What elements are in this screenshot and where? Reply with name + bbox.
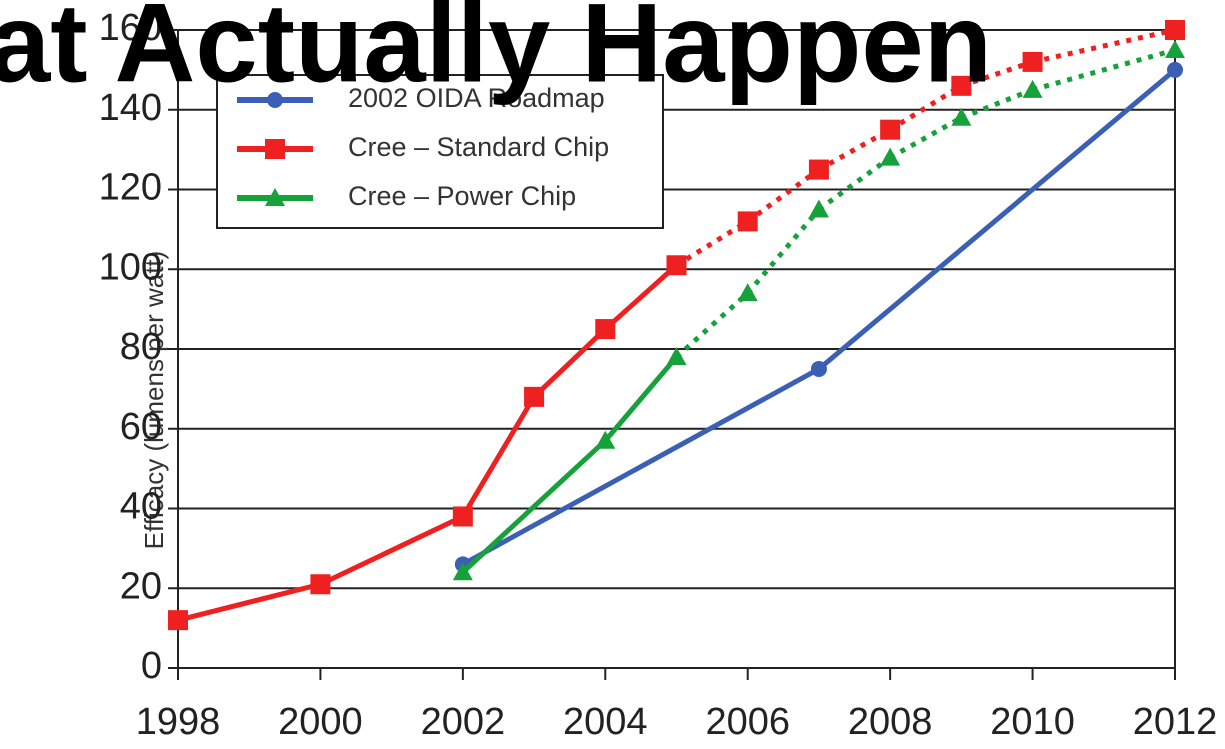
line-segment (534, 329, 605, 397)
x-tick-label: 2006 (705, 701, 790, 743)
x-tick-label: 2010 (990, 701, 1075, 743)
data-point (811, 361, 827, 377)
line-segment (605, 265, 676, 329)
line-segment (1033, 50, 1175, 90)
data-point (1165, 40, 1185, 58)
y-tick-label: 20 (120, 565, 162, 607)
line-segment (463, 397, 534, 517)
line-segment (178, 584, 320, 620)
y-tick-label: 120 (99, 167, 162, 209)
line-segment (1033, 30, 1175, 62)
data-point (809, 160, 829, 180)
legend-label: Cree – Standard Chip (348, 132, 609, 162)
line-segment (677, 221, 748, 265)
line-segment (819, 70, 1175, 369)
legend-label: Cree – Power Chip (348, 181, 576, 211)
data-point (738, 283, 758, 301)
x-tick-label: 2012 (1133, 701, 1218, 743)
data-point (595, 319, 615, 339)
line-segment (819, 158, 890, 210)
data-point (1167, 62, 1183, 78)
legend-marker (265, 139, 285, 159)
chart: Efficacy (lumens per watt) 0204060801001… (0, 0, 1225, 749)
data-point (524, 387, 544, 407)
x-tick-label: 1998 (136, 701, 221, 743)
data-point (310, 574, 330, 594)
line-segment (320, 516, 462, 584)
data-point (1023, 80, 1043, 98)
line-segment (748, 170, 819, 222)
x-tick-label: 2008 (848, 701, 933, 743)
line-segment (748, 209, 819, 293)
data-point (738, 211, 758, 231)
data-point (880, 120, 900, 140)
y-tick-label: 80 (120, 326, 162, 368)
data-point (1023, 52, 1043, 72)
data-point (667, 255, 687, 275)
x-tick-label: 2004 (563, 701, 648, 743)
line-segment (677, 293, 748, 357)
y-tick-label: 60 (120, 406, 162, 448)
x-tick-label: 2000 (278, 701, 363, 743)
line-segment (463, 441, 605, 573)
data-point (168, 610, 188, 630)
data-point (1165, 20, 1185, 40)
y-tick-label: 0 (141, 645, 162, 687)
data-point (453, 506, 473, 526)
y-tick-label: 40 (120, 486, 162, 528)
x-tick-label: 2002 (421, 701, 506, 743)
y-tick-label: 100 (99, 246, 162, 288)
data-point (809, 199, 829, 217)
data-point (880, 148, 900, 166)
slide-title: at Actually Happen (0, 0, 992, 106)
